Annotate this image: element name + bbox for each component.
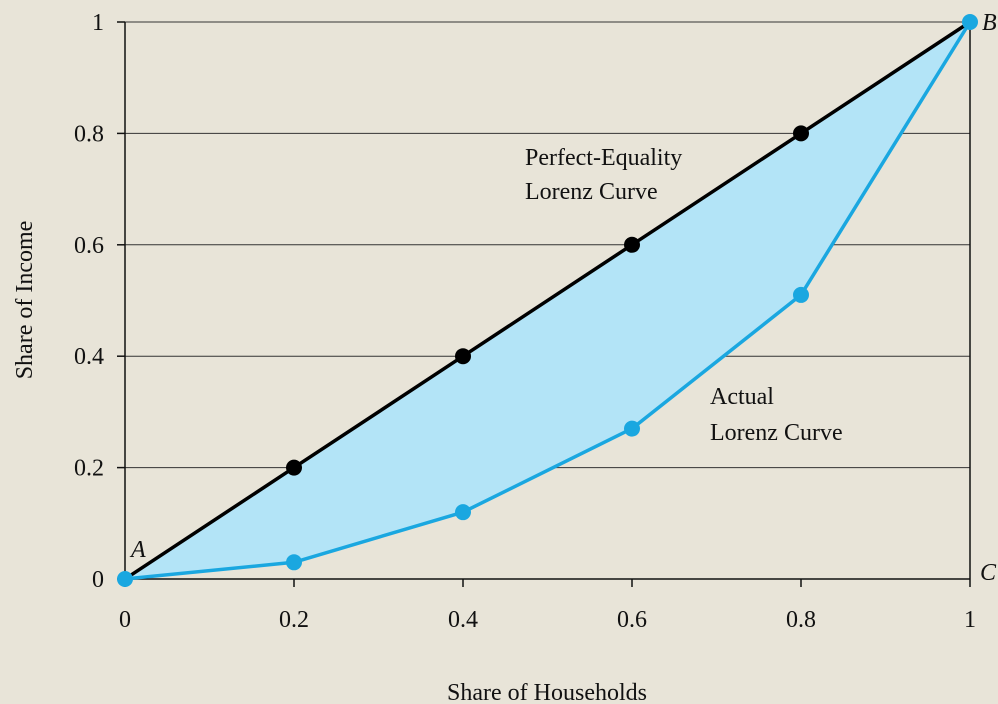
- y-tick-label-5: 1: [92, 10, 104, 36]
- equality-point-4: [793, 125, 809, 142]
- equality-point-2: [455, 348, 471, 365]
- x-tick-labels: 0 0.2 0.4 0.6 0.8 1: [119, 607, 976, 633]
- actual-label-line1: Actual: [710, 384, 774, 410]
- actual-point-1: [286, 554, 302, 571]
- point-a-label: A: [129, 537, 146, 563]
- equality-curve: [124, 20, 971, 581]
- y-axis-title: Share of Income: [12, 221, 38, 380]
- x-tick-label-1: 0.2: [279, 607, 309, 633]
- y-tick-label-1: 0.2: [74, 456, 104, 482]
- x-tick-label-5: 1: [964, 607, 976, 633]
- x-tick-label-4: 0.8: [786, 607, 816, 633]
- actual-point-5: [962, 14, 978, 30]
- series-layer: [117, 14, 978, 587]
- point-c-label: C: [980, 560, 997, 586]
- y-tick-label-4: 0.8: [74, 121, 104, 147]
- y-tick-label-0: 0: [92, 567, 104, 593]
- equality-point-3: [624, 236, 640, 253]
- y-tick-labels: 0 0.2 0.4 0.6 0.8 1: [74, 10, 104, 593]
- equality-label-line1: Perfect-Equality: [525, 145, 682, 171]
- actual-point-3: [624, 420, 640, 437]
- x-tick-label-2: 0.4: [448, 607, 478, 633]
- equality-label-line2: Lorenz Curve: [525, 179, 658, 205]
- actual-curve: [124, 21, 972, 581]
- actual-point-0: [117, 571, 133, 587]
- actual-label-line2: Lorenz Curve: [710, 420, 843, 446]
- equality-point-1: [286, 459, 302, 476]
- point-b-label: B: [982, 10, 997, 36]
- x-tick-label-0: 0: [119, 607, 131, 633]
- actual-point-2: [455, 504, 471, 521]
- actual-point-4: [793, 286, 809, 303]
- y-tick-label-2: 0.4: [74, 344, 104, 370]
- x-tick-label-3: 0.6: [617, 607, 647, 633]
- x-axis-title: Share of Households: [447, 680, 647, 704]
- y-tick-label-3: 0.6: [74, 233, 104, 259]
